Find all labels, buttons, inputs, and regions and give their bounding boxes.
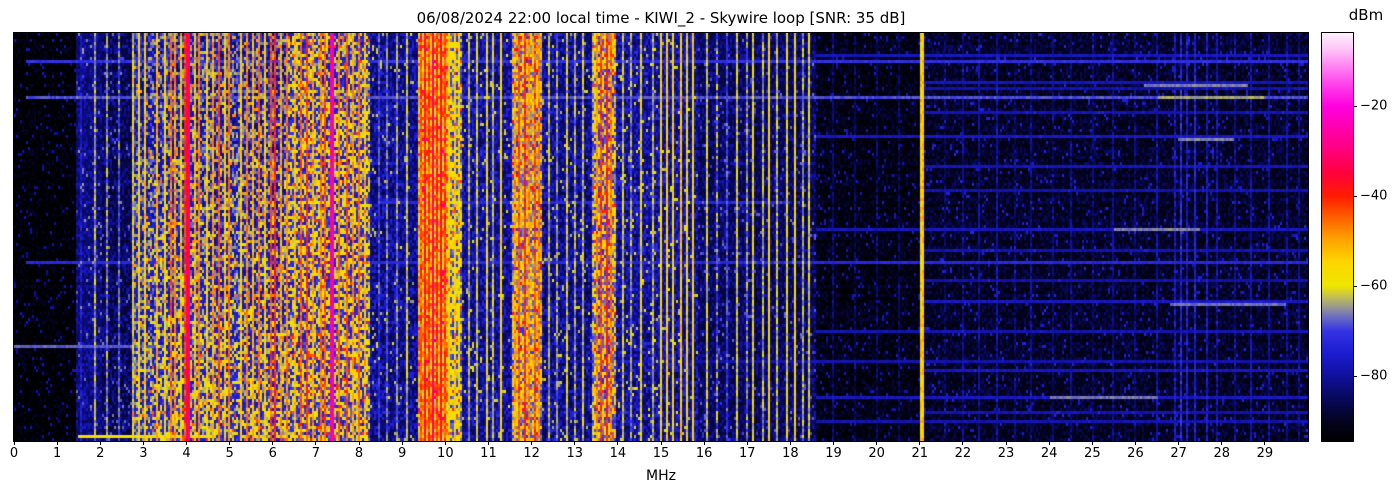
x-tick-label: 22 (954, 446, 972, 461)
x-tick-label: 29 (1256, 446, 1274, 461)
x-tick-mark (833, 441, 835, 445)
x-tick-label: 18 (782, 446, 799, 461)
colorbar-tick-label: −80 (1360, 368, 1388, 384)
x-tick-mark (574, 441, 576, 445)
x-tick-label: 8 (354, 446, 364, 461)
x-tick-label: 17 (738, 446, 756, 461)
spectrogram-canvas (14, 33, 1308, 441)
x-tick-label: 14 (609, 446, 627, 461)
chart-title: 06/08/2024 22:00 local time - KIWI_2 - S… (416, 9, 906, 27)
plot-area (13, 32, 1309, 442)
x-tick-mark (660, 441, 662, 445)
x-tick-mark (56, 441, 58, 445)
colorbar-tick-label: −60 (1360, 278, 1388, 294)
x-tick-label: 13 (566, 446, 583, 461)
x-tick-mark (358, 441, 360, 445)
x-tick-mark (1134, 441, 1136, 445)
x-tick-label: 24 (1040, 446, 1058, 461)
x-tick-label: 7 (311, 446, 321, 461)
x-tick-mark (272, 441, 274, 445)
x-tick-mark (1048, 441, 1050, 445)
x-tick-mark (1221, 441, 1223, 445)
x-tick-mark (919, 441, 921, 445)
x-tick-label: 11 (480, 446, 497, 461)
x-tick-label: 25 (1084, 446, 1101, 461)
x-tick-mark (789, 441, 791, 445)
x-tick-mark (1091, 441, 1093, 445)
x-axis-label: MHz (646, 468, 676, 484)
x-tick-mark (962, 441, 964, 445)
x-tick-label: 6 (268, 446, 277, 461)
x-tick-label: 20 (868, 446, 885, 461)
x-tick-mark (142, 441, 144, 445)
x-tick-label: 2 (96, 446, 105, 461)
colorbar-tick-mark (1353, 375, 1357, 377)
x-tick-label: 26 (1127, 446, 1144, 461)
x-tick-label: 0 (9, 446, 19, 461)
x-tick-mark (1264, 441, 1266, 445)
x-tick-mark (99, 441, 101, 445)
x-tick-mark (186, 441, 188, 445)
x-tick-mark (315, 441, 317, 445)
colorbar-tick-label: −40 (1360, 188, 1388, 204)
colorbar-tick-label: −20 (1360, 98, 1388, 114)
x-tick-label: 15 (652, 446, 670, 461)
x-tick-label: 3 (139, 446, 148, 461)
x-tick-mark (1178, 441, 1180, 445)
colorbar-label: dBm (1348, 6, 1384, 24)
x-tick-label: 12 (523, 446, 540, 461)
x-tick-label: 4 (182, 446, 191, 461)
colorbar-tick-mark (1353, 285, 1357, 287)
x-tick-mark (617, 441, 619, 445)
x-tick-mark (444, 441, 446, 445)
x-tick-label: 19 (825, 446, 842, 461)
x-tick-label: 10 (437, 446, 454, 461)
x-tick-label: 28 (1213, 446, 1230, 461)
x-tick-label: 16 (695, 446, 713, 461)
colorbar-tick-mark (1353, 195, 1357, 197)
x-tick-mark (401, 441, 403, 445)
x-tick-label: 23 (997, 446, 1015, 461)
x-tick-mark (487, 441, 489, 445)
colorbar (1321, 32, 1354, 442)
x-tick-label: 21 (911, 446, 929, 461)
x-tick-mark (531, 441, 533, 445)
x-tick-mark (703, 441, 705, 445)
x-tick-label: 1 (52, 446, 62, 461)
colorbar-tick-mark (1353, 105, 1357, 107)
x-tick-mark (229, 441, 231, 445)
x-tick-mark (876, 441, 878, 445)
x-tick-label: 27 (1170, 446, 1187, 461)
x-tick-mark (13, 441, 15, 445)
x-tick-mark (1005, 441, 1007, 445)
x-tick-mark (746, 441, 748, 445)
x-tick-label: 9 (398, 446, 407, 461)
x-tick-label: 5 (225, 446, 234, 461)
